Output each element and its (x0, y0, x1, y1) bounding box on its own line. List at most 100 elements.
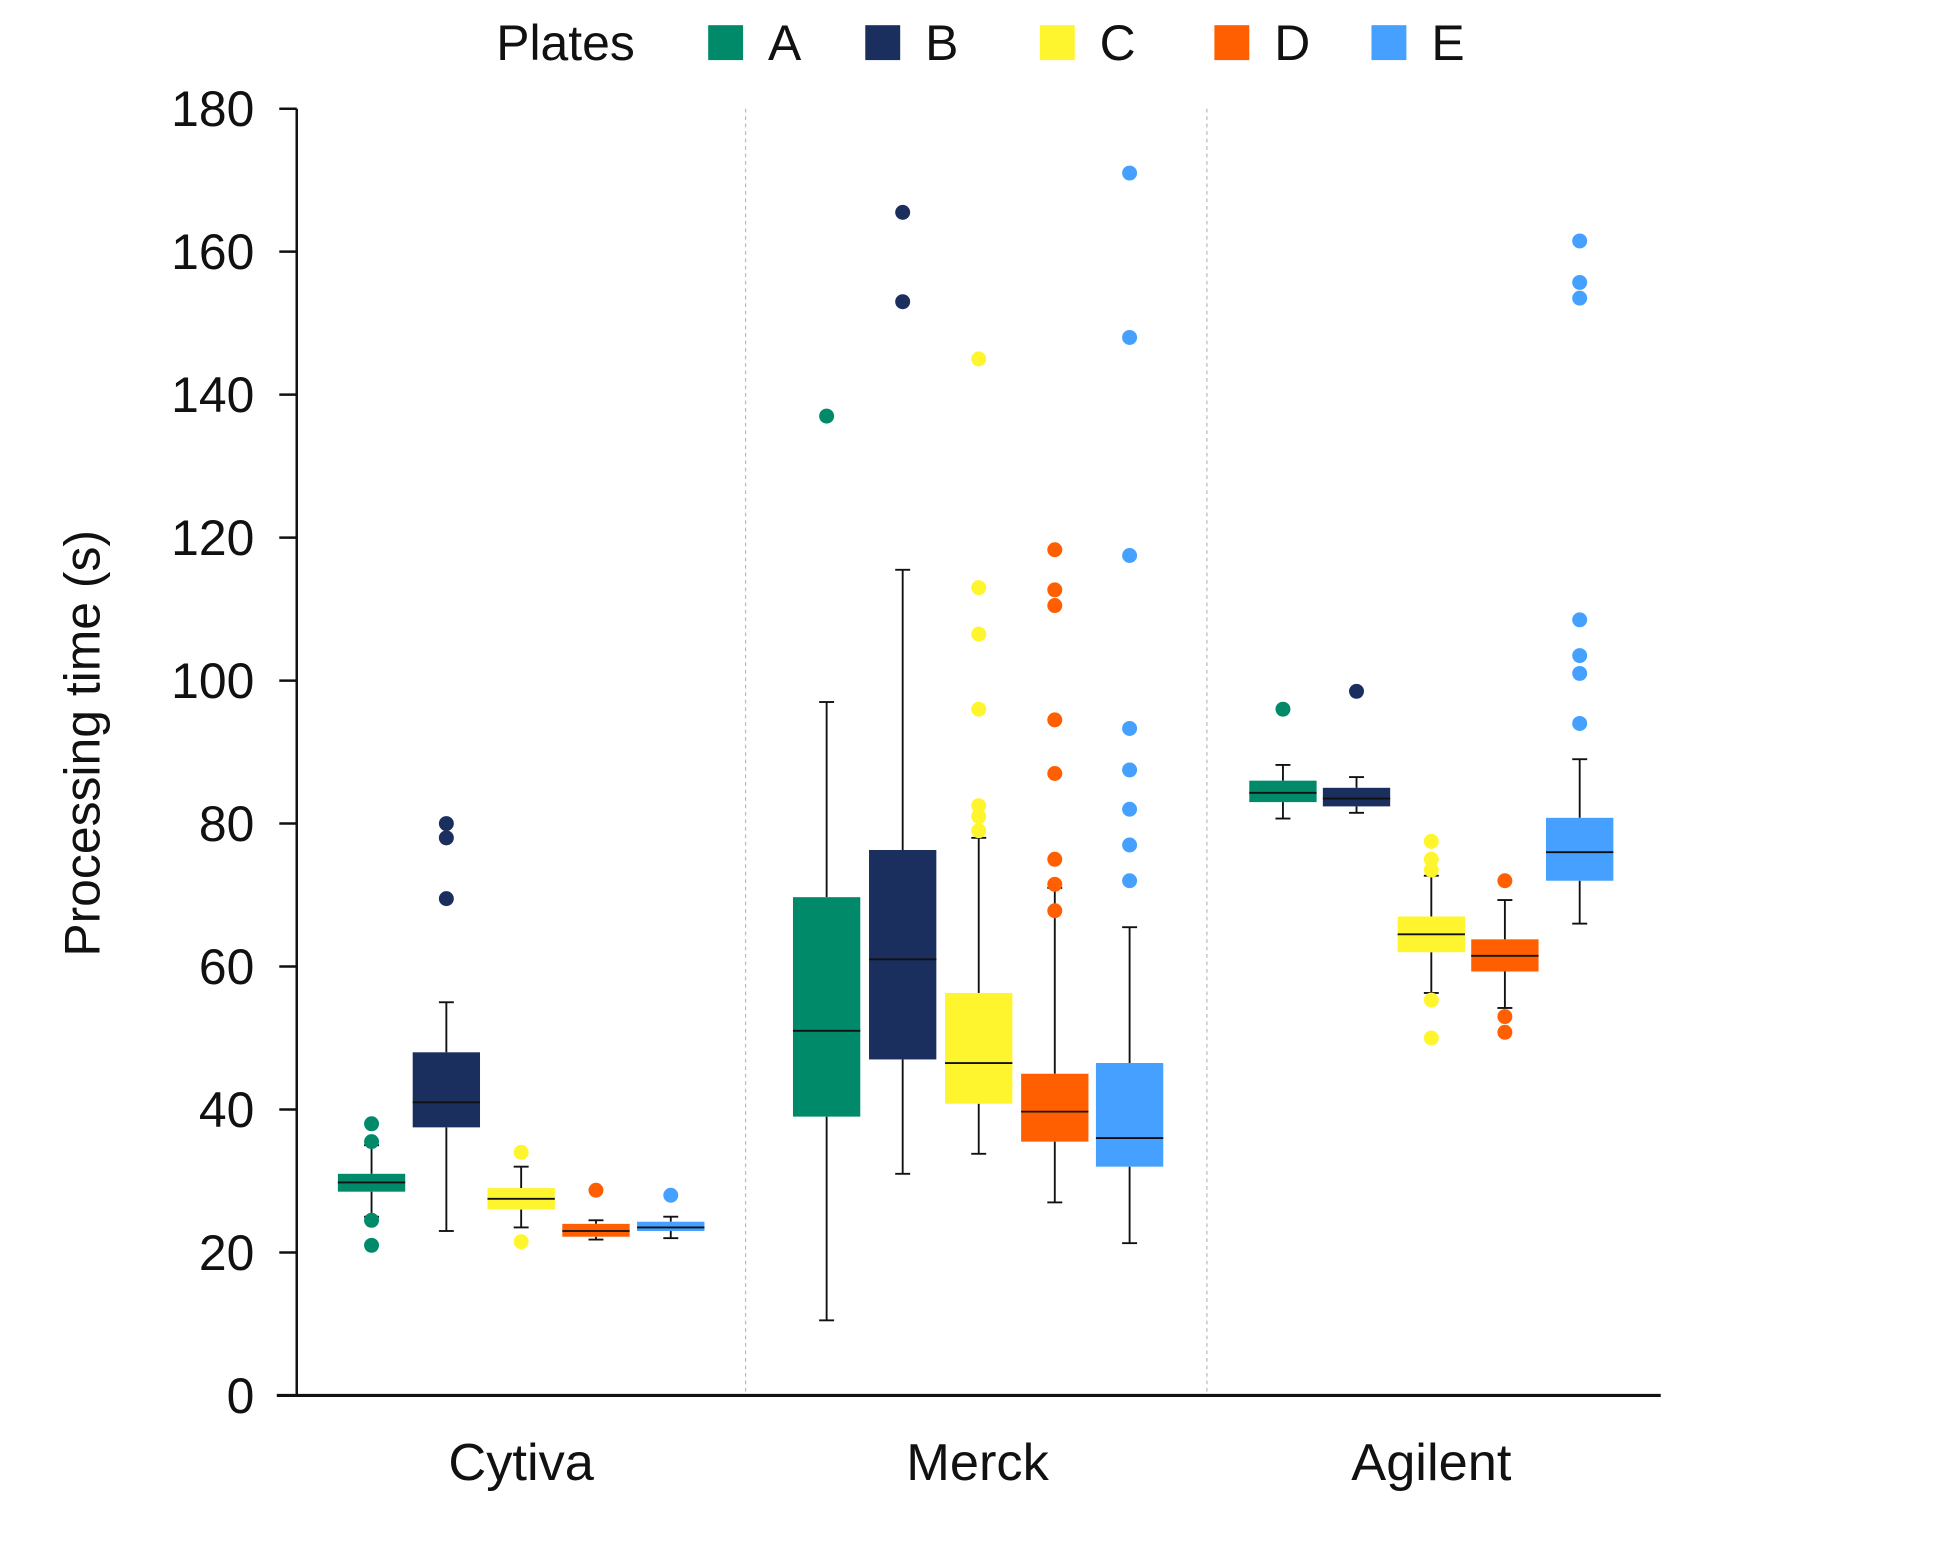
x-category-label: Agilent (1351, 1434, 1512, 1492)
box-B-cytiva (412, 816, 481, 1232)
outlier-point (1423, 862, 1439, 878)
legend-swatch-D (1214, 25, 1250, 61)
outlier-point (1275, 701, 1291, 717)
outlier-point (819, 408, 835, 424)
box-iqr (1021, 1073, 1089, 1142)
y-tick-label: 140 (171, 367, 254, 423)
outlier-point (1047, 766, 1063, 781)
box-iqr (637, 1221, 705, 1231)
box-E-agilent (1546, 233, 1614, 925)
outlier-point (1572, 290, 1588, 306)
outlier-point (1572, 233, 1588, 249)
box-A-cytiva (337, 1116, 406, 1253)
outlier-point (438, 816, 454, 832)
y-tick-label: 180 (171, 81, 254, 137)
outlier-point (1122, 801, 1138, 817)
outlier-point (1047, 903, 1063, 919)
box-iqr (1249, 780, 1317, 803)
outlier-point (1047, 542, 1063, 558)
outlier-point (1423, 833, 1439, 849)
outlier-point (1497, 873, 1513, 889)
outlier-point (1423, 851, 1439, 867)
y-tick-label: 40 (199, 1082, 254, 1138)
legend-swatch-B (865, 25, 901, 61)
outlier-point (971, 798, 987, 814)
y-tick-label: 100 (171, 653, 254, 709)
box-A-merck (792, 408, 861, 1322)
x-category-label: Merck (906, 1434, 1049, 1492)
outlier-point (588, 1182, 604, 1198)
outlier-point (1349, 683, 1364, 699)
outlier-point (971, 626, 987, 642)
box-iqr (1546, 817, 1614, 881)
outlier-point (971, 823, 987, 839)
outlier-point (1122, 329, 1138, 345)
outlier-point (1047, 712, 1063, 728)
y-tick-label: 160 (171, 224, 254, 280)
box-iqr (945, 992, 1013, 1104)
y-tick-label: 80 (199, 796, 254, 852)
outlier-point (971, 580, 987, 596)
y-tick-label: 0 (227, 1368, 255, 1424)
outlier-point (971, 351, 987, 367)
outlier-point (1572, 665, 1588, 681)
y-tick-label: 120 (171, 510, 254, 566)
outlier-point (895, 294, 911, 310)
outlier-point (1122, 548, 1138, 563)
outlier-point (438, 891, 454, 907)
outlier-point (1047, 876, 1063, 892)
legend-label-A: A (768, 15, 802, 71)
box-B-merck (869, 204, 937, 1175)
outlier-point (1047, 851, 1063, 867)
outlier-point (1497, 1009, 1513, 1025)
outlier-point (1423, 992, 1439, 1008)
outlier-point (1572, 612, 1588, 628)
outlier-point (663, 1187, 679, 1203)
box-iqr (869, 849, 937, 1060)
y-tick-label: 20 (199, 1225, 254, 1281)
box-iqr (1322, 787, 1391, 807)
legend-swatch-A (708, 25, 744, 61)
outlier-point (438, 830, 454, 846)
outlier-point (1497, 1024, 1513, 1040)
box-E-cytiva (637, 1187, 705, 1240)
box-C-cytiva (487, 1144, 555, 1250)
outlier-point (364, 1212, 380, 1228)
outlier-point (364, 1134, 380, 1150)
outlier-point (971, 808, 987, 824)
outlier-point (971, 701, 987, 717)
box-E-merck (1095, 165, 1164, 1245)
outlier-point (364, 1237, 380, 1253)
outlier-point (1122, 837, 1138, 853)
legend-label-C: C (1100, 15, 1136, 71)
y-tick-label: 60 (199, 939, 254, 995)
outlier-point (513, 1234, 529, 1250)
outlier-point (364, 1116, 380, 1132)
legend-label-B: B (925, 15, 958, 71)
outlier-point (1122, 720, 1138, 736)
legend: Plates A B C D E (496, 15, 1464, 71)
outlier-point (1047, 582, 1063, 598)
legend-title: Plates (496, 15, 635, 71)
box-iqr (412, 1052, 481, 1128)
y-axis-label: Processing time (s) (55, 530, 111, 957)
x-category-label: Cytiva (448, 1434, 594, 1492)
box-C-merck (945, 351, 1013, 1155)
outlier-point (1122, 165, 1138, 181)
legend-swatch-E (1371, 25, 1407, 61)
box-D-agilent (1471, 873, 1539, 1040)
outlier-point (895, 204, 911, 220)
outlier-point (513, 1144, 529, 1160)
legend-label-E: E (1431, 15, 1464, 71)
outlier-point (1572, 648, 1588, 664)
box-iqr (1095, 1063, 1164, 1167)
box-A-agilent (1249, 701, 1317, 820)
box-D-merck (1021, 542, 1089, 1204)
box-C-agilent (1397, 833, 1465, 1046)
legend-label-D: D (1274, 15, 1310, 71)
outlier-point (1572, 274, 1588, 290)
outlier-point (1572, 715, 1588, 731)
outlier-point (1122, 873, 1138, 889)
axes: 0 20 40 60 80 100 120 140 160 180 Cytiva Merck Agile… (171, 81, 1661, 1492)
